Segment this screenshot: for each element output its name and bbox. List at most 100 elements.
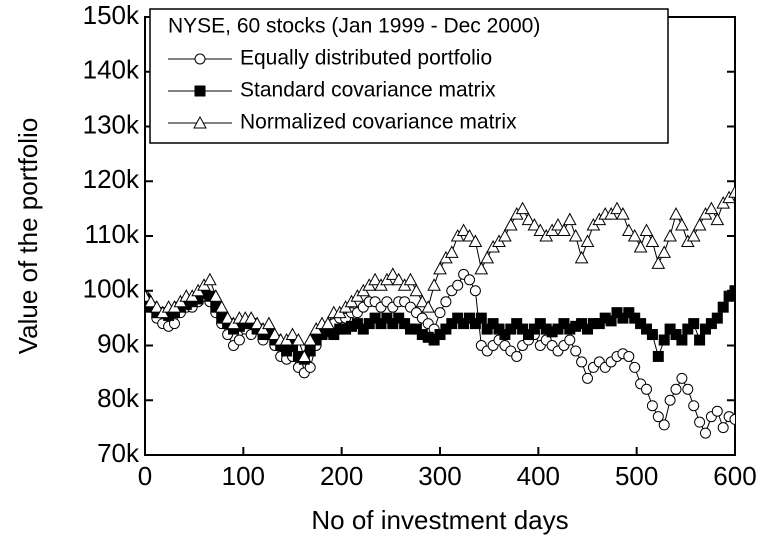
- marker: [149, 300, 164, 313]
- marker: [686, 228, 701, 242]
- y-tick-label: 110k: [85, 219, 140, 249]
- legend-title: NYSE, 60 stocks (Jan 1999 - Dec 2000): [168, 15, 540, 38]
- marker: [704, 201, 719, 215]
- marker: [469, 285, 481, 297]
- marker: [688, 400, 700, 412]
- marker: [304, 361, 316, 373]
- legend-label: Standard covariance matrix: [240, 79, 496, 102]
- marker: [570, 345, 582, 357]
- marker: [203, 272, 217, 286]
- marker: [421, 300, 436, 313]
- x-tick-label: 500: [615, 461, 658, 491]
- y-axis-label: Value of the portfolio: [13, 118, 43, 355]
- marker: [468, 234, 483, 247]
- marker: [527, 218, 542, 231]
- marker: [717, 301, 729, 313]
- y-tick-label: 130k: [83, 109, 140, 139]
- marker: [557, 223, 571, 237]
- marker: [440, 296, 452, 308]
- marker: [403, 272, 418, 286]
- marker: [728, 185, 735, 198]
- marker: [717, 422, 729, 434]
- marker: [503, 218, 518, 231]
- marker: [676, 372, 688, 384]
- marker: [676, 334, 688, 346]
- marker: [304, 345, 316, 357]
- marker: [623, 350, 635, 362]
- marker: [515, 201, 530, 215]
- marker: [444, 245, 459, 258]
- marker: [562, 212, 577, 226]
- marker: [250, 316, 264, 330]
- marker: [568, 228, 583, 242]
- x-axis-label: No of investment days: [311, 505, 568, 535]
- marker: [657, 245, 672, 258]
- marker: [711, 312, 723, 324]
- marker: [694, 334, 706, 346]
- marker: [605, 315, 617, 327]
- x-tick-label: 200: [320, 461, 363, 491]
- marker: [267, 327, 282, 341]
- marker: [627, 228, 642, 242]
- marker: [498, 228, 512, 242]
- x-tick-label: 100: [222, 461, 265, 491]
- x-tick-label: 600: [713, 461, 756, 491]
- marker: [511, 350, 523, 362]
- marker: [285, 327, 300, 341]
- x-tick-label: 0: [138, 461, 152, 491]
- marker: [194, 85, 206, 97]
- marker: [582, 372, 593, 384]
- series: [145, 268, 735, 439]
- marker: [729, 413, 735, 425]
- marker: [652, 350, 664, 362]
- marker: [651, 256, 666, 269]
- marker: [456, 223, 471, 237]
- marker: [621, 223, 636, 237]
- marker: [244, 311, 259, 324]
- marker: [616, 207, 630, 220]
- marker: [692, 218, 707, 231]
- marker: [391, 272, 406, 286]
- marker: [321, 316, 335, 330]
- series: [145, 185, 735, 362]
- marker: [729, 285, 735, 297]
- y-tick-label: 120k: [83, 164, 140, 194]
- marker: [480, 250, 495, 264]
- marker: [169, 318, 180, 330]
- x-tick-label: 400: [517, 461, 560, 491]
- marker: [669, 207, 683, 220]
- marker: [475, 312, 487, 324]
- legend-label: Normalized covariance matrix: [240, 111, 517, 134]
- marker: [641, 383, 652, 395]
- marker: [710, 212, 725, 226]
- marker: [658, 334, 670, 346]
- marker: [434, 307, 446, 319]
- marker: [291, 332, 306, 346]
- marker: [658, 419, 670, 431]
- y-tick-label: 140k: [83, 55, 140, 85]
- marker: [645, 234, 660, 247]
- marker: [675, 218, 689, 231]
- marker: [409, 283, 424, 297]
- marker: [700, 427, 711, 439]
- marker: [145, 294, 158, 308]
- marker: [633, 239, 648, 253]
- marker: [452, 279, 464, 291]
- marker: [576, 356, 588, 368]
- marker: [663, 228, 677, 242]
- marker: [711, 405, 723, 417]
- marker: [474, 261, 489, 275]
- marker: [682, 383, 694, 395]
- marker: [652, 411, 664, 423]
- y-tick-label: 70k: [97, 438, 140, 468]
- marker: [521, 212, 536, 226]
- marker: [688, 318, 700, 330]
- marker: [194, 53, 206, 65]
- y-tick-label: 100k: [83, 274, 140, 304]
- marker: [664, 394, 676, 406]
- marker: [427, 278, 441, 291]
- marker: [208, 289, 223, 302]
- marker: [646, 329, 658, 341]
- y-tick-label: 150k: [83, 0, 140, 30]
- marker: [629, 361, 641, 373]
